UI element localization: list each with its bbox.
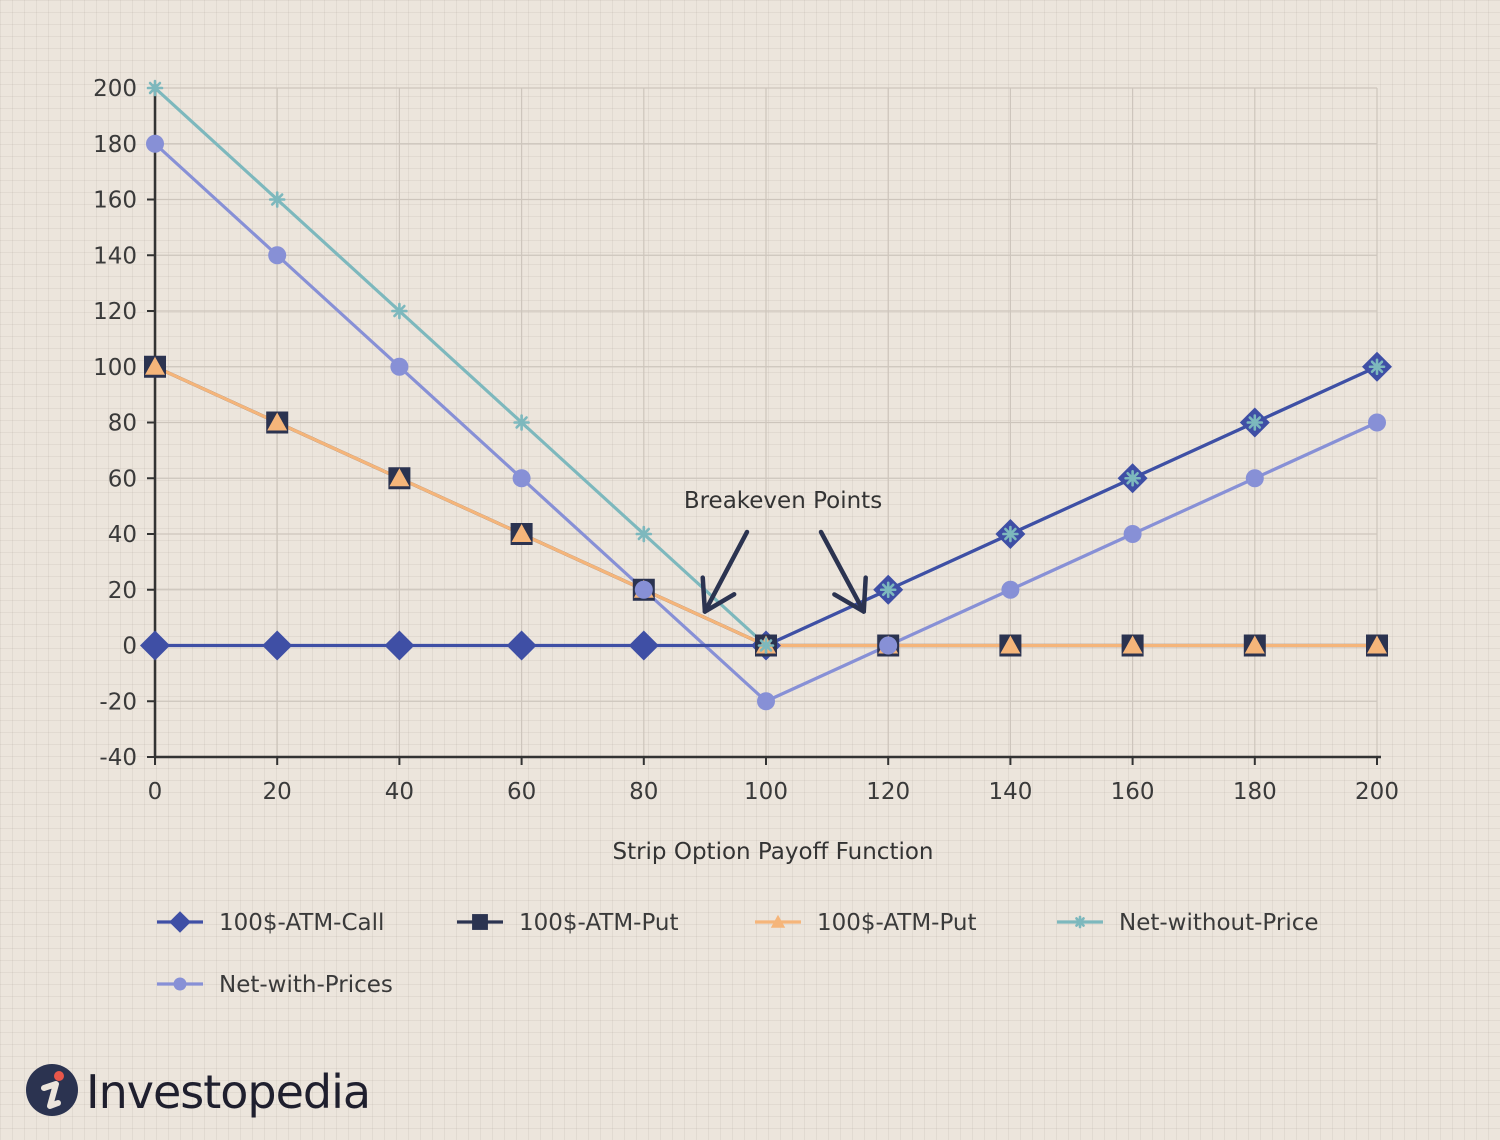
y-tick-label: 40 [108, 522, 137, 548]
series-point-asterisk [391, 302, 408, 320]
series-point-diamond [140, 630, 170, 661]
series-point-asterisk [1246, 414, 1264, 431]
y-tick-label: 140 [93, 243, 137, 269]
y-tick-label: 120 [93, 299, 137, 325]
series-point-asterisk [635, 525, 653, 543]
legend-label: Net-without-Price [1119, 910, 1319, 936]
series-point-diamond [628, 630, 659, 661]
investopedia-i-icon [26, 1064, 78, 1116]
y-tick-label: 200 [93, 76, 137, 102]
x-tick-label: 140 [988, 779, 1032, 805]
series-point-circle [879, 636, 898, 655]
x-tick-label: 60 [507, 779, 536, 805]
series-point-circle [146, 134, 164, 153]
breakeven-annotation: Breakeven Points [684, 488, 882, 614]
y-tick-label: 20 [108, 578, 137, 604]
y-tick-label: -20 [99, 689, 137, 715]
legend-item: 100$-ATM-Call [157, 910, 384, 936]
breakeven-arrow [818, 529, 868, 614]
legend-item: 100$-ATM-Put [755, 910, 977, 936]
y-tick-label: 160 [93, 188, 137, 214]
y-tick-label: -40 [99, 745, 137, 771]
legend-item: Net-with-Prices [157, 972, 393, 998]
breakeven-label: Breakeven Points [684, 488, 882, 514]
series-point-circle [512, 469, 531, 488]
series-point-asterisk [1073, 915, 1087, 929]
series-point-diamond [506, 630, 537, 661]
series-point-asterisk [879, 581, 897, 599]
legend: 100$-ATM-Call 100$-ATM-Put 100$-ATM-Put Net… [157, 910, 1319, 998]
legend-label: Net-with-Prices [219, 972, 393, 998]
legend-label: 100$-ATM-Put [519, 910, 679, 936]
series-point-circle [1123, 525, 1142, 543]
series-point-circle [268, 246, 287, 265]
series-point-asterisk [268, 191, 286, 208]
y-axis-ticks: -40 -20 0 20 40 60 80 100 120 140 160 180 200 [93, 76, 155, 771]
investopedia-logo: Investopedia [26, 1064, 371, 1119]
series-point-asterisk [146, 79, 164, 97]
series-point-triangle [1000, 635, 1021, 654]
x-tick-label: 120 [866, 779, 910, 805]
series-point-circle [757, 692, 775, 711]
logo-text: Investopedia [86, 1065, 370, 1119]
series-point-diamond [384, 630, 415, 661]
x-tick-label: 40 [385, 779, 414, 805]
x-tick-label: 160 [1111, 779, 1155, 805]
legend-label: 100$-ATM-Put [817, 910, 977, 936]
x-tick-label: 20 [263, 779, 292, 805]
series-point-triangle [267, 412, 288, 431]
y-tick-label: 80 [108, 411, 137, 437]
x-axis-title: Strip Option Payoff Function [612, 839, 933, 865]
series-point-triangle [389, 468, 410, 487]
series-point-triangle [1244, 635, 1265, 654]
series-point-triangle [1367, 635, 1387, 654]
series-point-square [472, 914, 488, 930]
series-point-circle [1245, 469, 1264, 488]
series-point-circle [390, 357, 409, 376]
series-point-triangle [1122, 635, 1143, 654]
series-markers [140, 79, 1392, 711]
legend-item: 100$-ATM-Put [457, 910, 679, 936]
y-tick-label: 100 [93, 355, 137, 381]
x-axis-ticks: 0 20 40 60 80 100 120 140 160 180 200 [148, 757, 1399, 805]
series-point-circle [1368, 413, 1386, 432]
series-point-circle [634, 580, 653, 599]
series-point-diamond [169, 911, 191, 933]
y-tick-label: 60 [108, 466, 137, 492]
series-point-diamond [262, 630, 293, 661]
series-point-asterisk [1124, 469, 1141, 487]
series-point-circle [1001, 580, 1020, 599]
series-point-asterisk [1002, 525, 1019, 543]
legend-label: 100$-ATM-Call [219, 910, 384, 936]
legend-item: Net-without-Price [1057, 910, 1319, 936]
series-point-asterisk [1368, 358, 1386, 376]
y-tick-label: 180 [93, 132, 137, 158]
series-point-asterisk [513, 414, 530, 431]
series-point-triangle [145, 356, 165, 375]
x-tick-label: 200 [1355, 779, 1399, 805]
x-tick-label: 0 [148, 779, 163, 805]
x-tick-label: 180 [1233, 779, 1277, 805]
breakeven-arrow [700, 529, 750, 614]
series-point-asterisk [757, 637, 775, 654]
x-tick-label: 100 [744, 779, 788, 805]
series-point-circle [173, 977, 187, 991]
y-tick-label: 0 [122, 634, 137, 660]
x-tick-label: 80 [629, 779, 658, 805]
series-point-triangle [511, 524, 532, 542]
series-point-triangle [770, 914, 786, 928]
